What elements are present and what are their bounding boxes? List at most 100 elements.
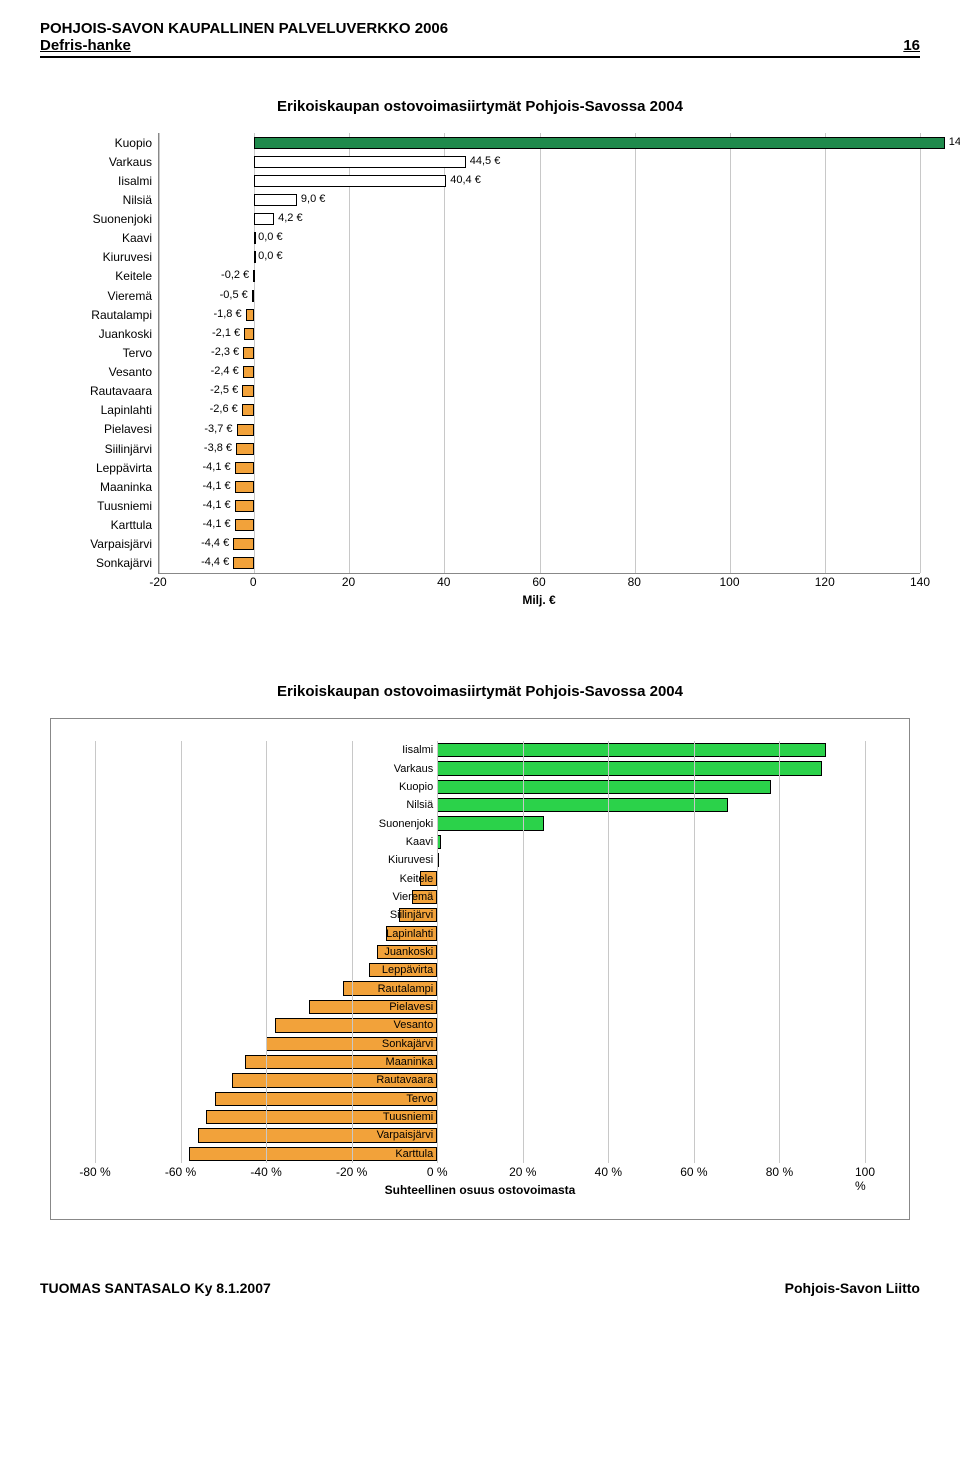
chart1-block: Erikoiskaupan ostovoimasiirtymät Pohjois…: [40, 98, 920, 613]
chart1-value-label: -4,1 €: [202, 461, 230, 473]
chart1-bar: [254, 137, 945, 149]
chart1-bar: [253, 270, 255, 282]
chart1-row-label: Rautalampi: [40, 305, 158, 324]
chart2-row-label: Tuusniemi: [383, 1111, 433, 1123]
chart1-tick: 40: [437, 575, 450, 589]
page-header: POHJOIS-SAVON KAUPALLINEN PALVELUVERKKO …: [40, 20, 920, 58]
chart1-bar: [254, 232, 256, 244]
chart1-value-label: -3,8 €: [204, 442, 232, 454]
chart1-row-label: Leppävirta: [40, 458, 158, 477]
chart1-value-label: 145,2 €: [949, 136, 960, 148]
chart2-bar: [215, 1092, 437, 1106]
chart1-value-label: -4,1 €: [202, 499, 230, 511]
chart2-row-label: Kiuruvesi: [388, 854, 433, 866]
chart1-bar: [233, 538, 254, 550]
chart2-row-label: Siilinjärvi: [390, 909, 433, 921]
chart1-bar: [254, 175, 446, 187]
chart2-row-label: Rautavaara: [376, 1074, 433, 1086]
chart1-value-label: -4,1 €: [202, 518, 230, 530]
chart1-bar: [242, 385, 254, 397]
chart1-row-label: Rautavaara: [40, 382, 158, 401]
chart1-bar: [236, 443, 254, 455]
chart1-bar: [254, 213, 274, 225]
chart1-tick: 60: [532, 575, 545, 589]
chart2-row-label: Varpaisjärvi: [377, 1129, 434, 1141]
chart2-bar: [437, 780, 771, 794]
chart2-row-label: Iisalmi: [402, 744, 433, 756]
chart1-value-label: -2,6 €: [210, 403, 238, 415]
chart2-row-label: Suonenjoki: [379, 818, 433, 830]
chart2: IisalmiVarkausKuopioNilsiäSuonenjokiKaav…: [50, 718, 910, 1220]
chart1-value-label: -4,1 €: [202, 480, 230, 492]
chart1-bar: [235, 519, 255, 531]
chart1-bar: [244, 328, 254, 340]
chart1-value-label: -4,4 €: [201, 537, 229, 549]
chart1-bar: [252, 290, 254, 302]
chart1-value-label: -2,5 €: [210, 384, 238, 396]
chart1-row-label: Nilsiä: [40, 190, 158, 209]
chart2-row-label: Juankoski: [384, 946, 433, 958]
chart1: KuopioVarkausIisalmiNilsiäSuonenjokiKaav…: [40, 133, 920, 613]
chart2-tick: -80 %: [79, 1165, 110, 1179]
chart2-xlabel: Suhteellinen osuus ostovoimasta: [385, 1183, 576, 1197]
chart1-bar: [254, 194, 297, 206]
chart1-row-label: Karttula: [40, 516, 158, 535]
chart1-row-label: Varpaisjärvi: [40, 535, 158, 554]
chart2-tick: 40 %: [595, 1165, 622, 1179]
chart1-row-label: Juankoski: [40, 324, 158, 343]
chart1-value-label: -3,7 €: [204, 423, 232, 435]
chart2-row-label: Karttula: [395, 1148, 433, 1160]
chart1-row-label: Siilinjärvi: [40, 439, 158, 458]
footer-left: TUOMAS SANTASALO Ky 8.1.2007: [40, 1280, 271, 1296]
chart2-row-label: Rautalampi: [378, 983, 434, 995]
chart1-tick: 140: [910, 575, 930, 589]
chart1-value-label: -2,4 €: [211, 365, 239, 377]
chart1-bar: [243, 366, 254, 378]
chart1-row-label: Kaavi: [40, 229, 158, 248]
chart1-row-label: Lapinlahti: [40, 401, 158, 420]
chart1-bar: [235, 462, 255, 474]
chart1-row-label: Vieremä: [40, 286, 158, 305]
chart1-bar: [243, 347, 254, 359]
chart1-value-label: -0,2 €: [221, 269, 249, 281]
chart1-row-label: Kuopio: [40, 133, 158, 152]
chart1-bar: [235, 481, 255, 493]
chart2-row-label: Tervo: [406, 1093, 433, 1105]
chart1-tick: 80: [628, 575, 641, 589]
header-project: Defris-hanke: [40, 37, 131, 54]
chart2-bar: [437, 761, 822, 775]
chart1-bar: [233, 557, 254, 569]
chart1-title: Erikoiskaupan ostovoimasiirtymät Pohjois…: [40, 98, 920, 115]
chart2-row-label: Lapinlahti: [386, 928, 433, 940]
chart2-block: Erikoiskaupan ostovoimasiirtymät Pohjois…: [40, 683, 920, 1220]
chart2-tick: 0 %: [427, 1165, 448, 1179]
chart1-row-label: Iisalmi: [40, 171, 158, 190]
chart2-bar: [437, 798, 728, 812]
chart2-tick: 100 %: [855, 1165, 875, 1193]
chart2-row-label: Keitele: [400, 873, 434, 885]
chart1-bar: [235, 500, 255, 512]
chart1-bar: [246, 309, 255, 321]
chart2-row-label: Leppävirta: [382, 964, 433, 976]
chart1-tick: 0: [250, 575, 257, 589]
chart2-row-label: Kuopio: [399, 781, 433, 793]
chart2-tick: -60 %: [165, 1165, 196, 1179]
chart2-tick: 80 %: [766, 1165, 793, 1179]
chart1-tick: 20: [342, 575, 355, 589]
chart1-value-label: 0,0 €: [258, 231, 282, 243]
chart1-xlabel: Milj. €: [522, 593, 555, 607]
chart1-value-label: 44,5 €: [470, 155, 501, 167]
chart1-bar: [254, 251, 256, 263]
chart1-value-label: -0,5 €: [220, 289, 248, 301]
chart1-tick: 100: [719, 575, 739, 589]
chart1-value-label: 40,4 €: [450, 174, 481, 186]
chart1-value-label: 0,0 €: [258, 250, 282, 262]
chart2-tick: -20 %: [336, 1165, 367, 1179]
chart1-bar: [254, 156, 466, 168]
chart2-bar: [437, 743, 826, 757]
chart2-row-label: Sonkajärvi: [382, 1038, 433, 1050]
chart1-bar: [237, 424, 255, 436]
chart1-value-label: 9,0 €: [301, 193, 325, 205]
header-line1: POHJOIS-SAVON KAUPALLINEN PALVELUVERKKO …: [40, 20, 920, 37]
chart2-title: Erikoiskaupan ostovoimasiirtymät Pohjois…: [40, 683, 920, 700]
